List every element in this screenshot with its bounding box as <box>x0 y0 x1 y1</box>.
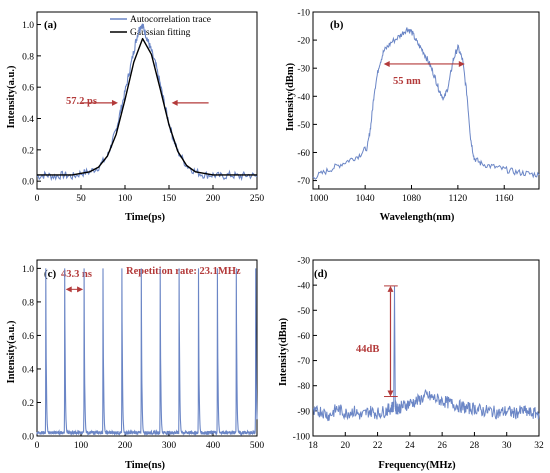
fwhm-arrow-right-head <box>171 99 178 106</box>
panel-a-xtick-label: 200 <box>206 194 221 204</box>
panel-c-xtick-label: 500 <box>250 441 265 451</box>
panel-d-ytick-label: -50 <box>297 307 310 317</box>
bandwidth-arrow-left-head <box>383 60 390 67</box>
panel-d-ytick-label: -30 <box>297 257 310 267</box>
panel-d-xtick-label: 18 <box>308 441 318 451</box>
panel-d-ylabel: Intensity(dBm) <box>278 317 289 386</box>
panel-d-ytick-label: -80 <box>297 382 310 392</box>
panel-b-ylabel: Intensity(dBm) <box>285 62 296 131</box>
panel-d-ytick-label: -90 <box>297 407 310 417</box>
rf-spectrum-line <box>312 285 540 422</box>
panel-a-xtick-label: 50 <box>76 194 86 204</box>
panel-d-xtick-label: 30 <box>502 441 512 451</box>
panel-a-plot-frame <box>36 11 258 190</box>
panel-c-xtick-label: 200 <box>118 441 133 451</box>
panel-a-xtick-label: 250 <box>250 194 265 204</box>
panel-b-xtick-label: 1160 <box>495 194 514 204</box>
panel-c: (c) Time(ns) Intensity(a.u.) 43.3 ns Rep… <box>6 259 265 471</box>
panel-d-plot-frame <box>312 259 540 437</box>
panel-d-ytick-label: -60 <box>297 332 310 342</box>
panel-d-xlabel: Frequency(MHz) <box>378 460 456 471</box>
panel-a-tag: (a) <box>44 19 57 31</box>
panel-b-xtick-label: 1080 <box>402 194 421 204</box>
panel-a-ytick-label: 0.6 <box>22 84 34 94</box>
spectrum-line <box>312 27 540 180</box>
panel-b-bandwidth-label: 55 nm <box>393 76 421 87</box>
panel-b-xlabel: Wavelength(nm) <box>380 212 455 223</box>
panel-c-xlabel: Time(ns) <box>125 460 166 471</box>
panel-b-ytick-label: -70 <box>297 177 310 187</box>
panel-c-ytick-label: 0.0 <box>22 433 34 443</box>
panel-a-ytick-label: 0.0 <box>22 178 34 188</box>
panel-c-ylabel: Intensity(a.u.) <box>6 320 17 384</box>
panel-b-ytick-label: -50 <box>297 121 310 131</box>
panel-c-xtick-label: 0 <box>35 441 40 451</box>
panel-b-ytick-label: -20 <box>297 37 310 47</box>
panel-c-ytick-label: 0.4 <box>22 365 34 375</box>
panel-d-contrast-label: 44dB <box>356 344 379 355</box>
panel-c-xtick-label: 400 <box>206 441 221 451</box>
panel-c-period-label: 43.3 ns <box>61 269 92 280</box>
panel-a-ytick-label: 0.4 <box>22 115 34 125</box>
panel-b-xtick-label: 1040 <box>356 194 375 204</box>
gaussian-fit-line <box>37 37 257 176</box>
panel-a-xtick-label: 150 <box>162 194 177 204</box>
panel-b-ytick-label: -40 <box>297 93 310 103</box>
panel-c-tag: (c) <box>44 268 57 280</box>
panel-c-ytick-label: 0.2 <box>22 399 34 409</box>
panel-c-plot-frame <box>36 259 258 437</box>
panel-c-ytick-label: 1.0 <box>22 265 34 275</box>
panel-b-xtick-label: 1120 <box>449 194 468 204</box>
bandwidth-arrow-right-head <box>458 60 465 67</box>
panel-a-xtick-label: 100 <box>118 194 133 204</box>
panel-b-tag: (b) <box>330 19 344 31</box>
panel-d-xtick-label: 24 <box>405 441 415 451</box>
panel-b-xtick-label: 1000 <box>309 194 328 204</box>
panel-c-ytick-label: 0.8 <box>22 298 34 308</box>
contrast-arrow-top-head <box>387 285 394 292</box>
fwhm-arrow-left-head <box>111 99 118 106</box>
panel-b-ytick-label: -30 <box>297 65 310 75</box>
period-arrow-right-head <box>77 286 84 293</box>
panel-b-ytick-label: -60 <box>297 149 310 159</box>
panel-d-ytick-label: -40 <box>297 282 310 292</box>
panel-a-ytick-label: 0.2 <box>22 146 34 156</box>
panel-b: (b) Wavelength(nm) Intensity(dBm) 55 nm … <box>285 9 540 223</box>
autocorrelation-trace-line <box>36 23 258 182</box>
panel-c-xtick-label: 100 <box>74 441 89 451</box>
panel-d-tag: (d) <box>314 268 328 280</box>
panel-a-xtick-label: 0 <box>35 194 40 204</box>
panel-d-xtick-label: 28 <box>470 441 480 451</box>
panel-d-xtick-label: 22 <box>373 441 383 451</box>
panel-a: (a) Time(ps) Intensity(a.u.) 57.2 ps Aut… <box>6 11 265 223</box>
panel-c-xtick-label: 300 <box>162 441 177 451</box>
pulse-train-line <box>36 268 258 437</box>
panel-d: (d) Frequency(MHz) Intensity(dBm) 44dB 1… <box>278 257 544 472</box>
panel-a-ylabel: Intensity(a.u.) <box>6 65 17 129</box>
panel-d-xtick-label: 26 <box>437 441 447 451</box>
panel-d-ytick-label: -100 <box>293 433 311 443</box>
legend-label-autocorrelation: Autocorrelation trace <box>130 15 211 25</box>
legend-label-gaussian: Gaussian fitting <box>130 27 191 38</box>
panel-d-xtick-label: 20 <box>341 441 351 451</box>
panel-b-ytick-label: -10 <box>297 9 310 19</box>
contrast-arrow-bottom-head <box>387 390 394 397</box>
panel-a-ytick-label: 1.0 <box>22 21 34 31</box>
panel-c-ytick-label: 0.6 <box>22 332 34 342</box>
panel-c-rate-label: Repetition rate: 23.1MHz <box>126 266 241 277</box>
panel-d-ytick-label: -70 <box>297 357 310 367</box>
panel-a-ytick-label: 0.8 <box>22 52 34 62</box>
panel-d-xtick-label: 32 <box>534 441 544 451</box>
panel-a-fwhm-label: 57.2 ps <box>66 96 97 107</box>
panel-b-plot-frame <box>312 11 540 190</box>
panel-a-xlabel: Time(ps) <box>125 212 166 223</box>
period-arrow-left-head <box>65 286 72 293</box>
